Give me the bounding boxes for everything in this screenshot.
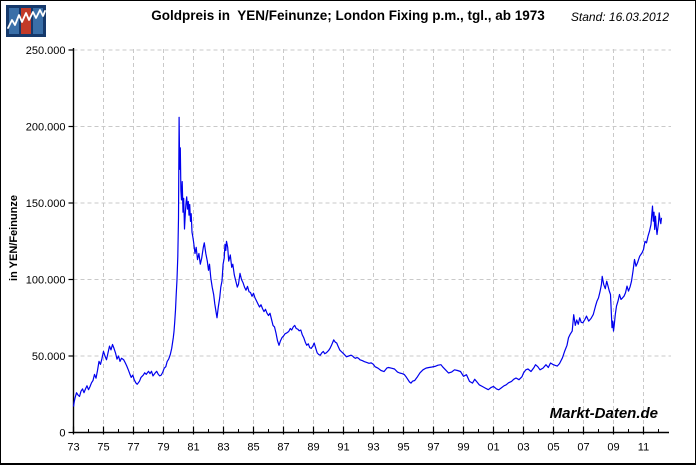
x-tick-label: 01: [487, 442, 499, 454]
y-tick-label: 150.000: [26, 198, 66, 210]
x-tick-label: 93: [367, 442, 379, 454]
x-tick-label: 89: [307, 442, 319, 454]
date-stamp: Stand: 16.03.2012: [570, 10, 669, 24]
x-tick-label: 95: [397, 442, 409, 454]
y-tick-label: 200.000: [26, 122, 66, 134]
x-tick-label: 09: [607, 442, 619, 454]
x-tick-label: 79: [157, 442, 169, 454]
x-tick-label: 03: [517, 442, 529, 454]
x-tick-label: 87: [277, 442, 289, 454]
tick-marks: [68, 49, 659, 435]
gridlines: [73, 49, 671, 433]
tick-labels: 0 50.000 100.000 150.000 200.000 250.000 73 75 7…: [26, 45, 649, 454]
y-tick-label: 0: [59, 428, 65, 440]
logo-bar-middle: [21, 8, 31, 34]
x-tick-label: 97: [427, 442, 439, 454]
y-tick-label: 50.000: [32, 351, 66, 363]
x-tick-label: 05: [547, 442, 559, 454]
logo-zigzag-sparkline: [7, 9, 46, 29]
x-tick-label: 07: [577, 442, 589, 454]
watermark: Markt-Daten.de: [549, 405, 658, 422]
axes: [72, 48, 669, 434]
y-tick-label: 250.000: [26, 45, 66, 57]
x-tick-label: 73: [67, 442, 79, 454]
chart-title: Goldpreis in YEN/Feinunze; London Fixing…: [151, 8, 545, 23]
x-tick-label: 99: [457, 442, 469, 454]
series-lines: [72, 116, 663, 407]
price-line: [72, 116, 663, 407]
logo-bar-right: [33, 8, 43, 34]
x-tick-label: 83: [217, 442, 229, 454]
markt-daten-logo: [6, 5, 46, 37]
x-tick-label: 75: [97, 442, 109, 454]
x-tick-label: 11: [638, 442, 649, 454]
y-tick-label: 100.000: [26, 275, 66, 287]
x-tick-label: 81: [187, 442, 199, 454]
x-tick-label: 91: [337, 442, 349, 454]
logo-bar-left: [9, 8, 19, 34]
x-tick-label: 77: [127, 442, 139, 454]
x-tick-label: 85: [247, 442, 259, 454]
